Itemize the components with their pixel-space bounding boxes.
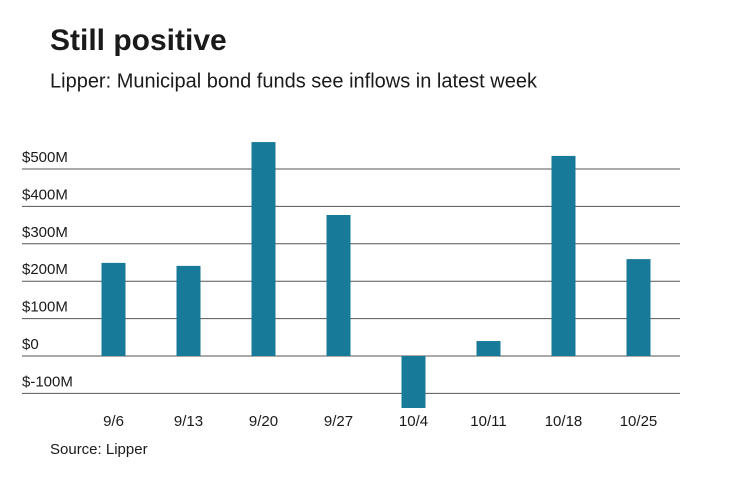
x-tick-label: 10/18 bbox=[545, 413, 583, 430]
x-tick-label: 9/27 bbox=[324, 413, 353, 430]
bar bbox=[326, 215, 351, 356]
bar bbox=[101, 262, 126, 356]
x-tick-label: 10/11 bbox=[470, 413, 506, 430]
y-tick-label: $0 bbox=[22, 336, 39, 353]
y-tick-label: $300M bbox=[22, 224, 68, 241]
y-tick-label: $200M bbox=[22, 261, 68, 278]
bar bbox=[401, 356, 426, 408]
y-tick-label: $100M bbox=[22, 299, 68, 316]
bar bbox=[626, 259, 651, 356]
x-tick-label: 9/13 bbox=[174, 413, 203, 430]
x-tick-label: 9/6 bbox=[103, 413, 124, 430]
chart-title: Still positive bbox=[50, 24, 227, 57]
x-tick-label: 9/20 bbox=[249, 413, 278, 430]
y-tick-label: $500M bbox=[22, 149, 68, 166]
x-tick-label: 10/4 bbox=[399, 413, 428, 430]
x-tick-label: 10/25 bbox=[620, 413, 658, 430]
bar bbox=[476, 341, 501, 356]
bar bbox=[251, 142, 276, 356]
chart-subtitle: Lipper: Municipal bond funds see inflows… bbox=[50, 70, 538, 92]
y-tick-label: $-100M bbox=[22, 373, 73, 390]
source: Source: Lipper bbox=[50, 441, 148, 458]
bar bbox=[176, 265, 201, 356]
y-tick-label: $400M bbox=[22, 186, 68, 203]
bar bbox=[551, 155, 576, 356]
